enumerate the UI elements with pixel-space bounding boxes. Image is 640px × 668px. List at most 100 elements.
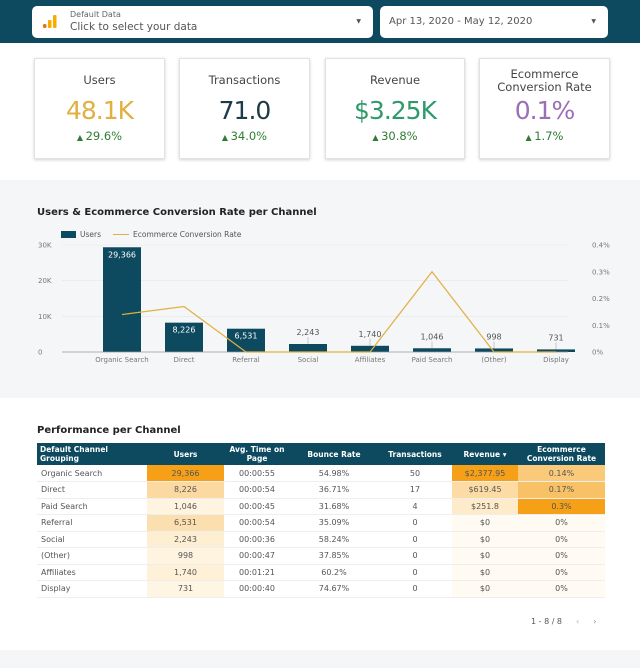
scorecard-revenue: Revenue $3.25K ▲ 30.8% <box>325 58 465 159</box>
conversion-rate-line <box>121 270 556 353</box>
scorecard-ecommerce-conversion-rate: Ecommerce Conversion Rate 0.1% ▲ 1.7% <box>479 58 610 159</box>
table-cell: 731 <box>147 580 224 598</box>
x-tick-label: Display <box>543 356 569 364</box>
bar <box>289 343 327 352</box>
dropdown-caret-icon: ▼ <box>356 18 361 25</box>
column-header[interactable]: Users <box>147 443 224 465</box>
table-row[interactable]: (Other) 998 00:00:47 37.85% 0 $0 0% <box>37 547 605 565</box>
table-cell: $0 <box>452 580 518 598</box>
scorecard-value: 48.1K <box>65 96 134 125</box>
table-cell: 0% <box>518 564 605 581</box>
table-cell: 35.09% <box>290 514 378 532</box>
legend-users-swatch <box>61 231 76 238</box>
table-cell: 36.71% <box>290 481 378 499</box>
x-tick-label: (Other) <box>481 356 507 364</box>
x-tick-label: Referral <box>232 356 260 364</box>
table-cell: Organic Search <box>37 465 147 482</box>
footer-section <box>0 650 640 668</box>
table-cell: 00:00:45 <box>224 498 290 515</box>
table-cell: 74.67% <box>290 580 378 598</box>
x-tick-label: Affiliates <box>355 356 386 364</box>
table-cell: 0% <box>518 547 605 565</box>
table-cell: $0 <box>452 547 518 565</box>
column-header[interactable]: Default Channel Grouping <box>37 443 147 465</box>
date-range-selector[interactable]: Apr 13, 2020 - May 12, 2020 ▼ <box>380 6 608 38</box>
chart-section: Users & Ecommerce Conversion Rate per Ch… <box>0 180 640 398</box>
table-cell: 0% <box>518 531 605 548</box>
scorecard-title: Revenue <box>369 73 421 87</box>
scorecard-delta-value: 30.8% <box>381 129 418 143</box>
column-header[interactable]: Revenue ▾ <box>452 443 518 465</box>
table-cell: $0 <box>452 564 518 581</box>
bar <box>475 348 513 352</box>
column-header[interactable]: Transactions <box>378 443 452 465</box>
bar-data-label: 1,740 <box>359 330 382 339</box>
table-cell: 4 <box>378 498 452 515</box>
table-cell: Referral <box>37 514 147 532</box>
table-cell: 1,740 <box>147 564 224 581</box>
table-cell: 0 <box>378 531 452 548</box>
table-cell: 0 <box>378 547 452 565</box>
scorecard-delta-value: 34.0% <box>230 129 268 143</box>
data-source-label: Default Data <box>70 10 121 19</box>
performance-table: Default Channel Grouping Users Avg. Time o… <box>37 443 605 598</box>
arrow-up-icon: ▲ <box>76 133 86 142</box>
table-row[interactable]: Referral 6,531 00:00:54 35.09% 0 $0 0% <box>37 514 605 532</box>
table-cell: 00:00:54 <box>224 514 290 532</box>
table-cell: 31.68% <box>290 498 378 515</box>
table-row[interactable]: Affiliates 1,740 00:01:21 60.2% 0 $0 0% <box>37 564 605 581</box>
scorecard-delta: ▲ 30.8% <box>326 129 464 143</box>
table-cell: 0.14% <box>518 465 605 482</box>
table-cell: $2,377.95 <box>452 465 518 482</box>
bar-data-label: 6,531 <box>235 332 258 341</box>
table-cell: 00:00:55 <box>224 465 290 482</box>
legend-rate-label: Ecommerce Conversion Rate <box>133 230 242 239</box>
table-cell: 8,226 <box>147 481 224 499</box>
bar-chart-icon <box>43 15 57 28</box>
table-cell: $0 <box>452 531 518 548</box>
chart-title: Users & Ecommerce Conversion Rate per Ch… <box>37 207 317 218</box>
scorecard-value: 0.1% <box>514 96 576 125</box>
y-right-tick: 0.2% <box>592 295 610 303</box>
table-row[interactable]: Display 731 00:00:40 74.67% 0 $0 0% <box>37 580 605 598</box>
table-row[interactable]: Social 2,243 00:00:36 58.24% 0 $0 0% <box>37 531 605 548</box>
table-cell: $251.8 <box>452 498 518 515</box>
y-left-tick: 10K <box>38 313 52 321</box>
scorecard-transactions: Transactions 71.0 ▲ 34.0% <box>179 58 310 159</box>
x-tick-label: Direct <box>174 356 195 364</box>
column-header[interactable]: Bounce Rate <box>290 443 378 465</box>
header-bar: Default Data Click to select your data ▼… <box>0 0 640 43</box>
data-source-selector[interactable]: Default Data Click to select your data ▼ <box>32 6 373 38</box>
table-cell: 29,366 <box>147 465 224 482</box>
bar <box>537 349 575 352</box>
table-cell: 0% <box>518 580 605 598</box>
y-right-tick: 0% <box>592 349 603 357</box>
table-row[interactable]: Organic Search 29,366 00:00:55 54.98% 50 $2,3… <box>37 465 605 482</box>
scorecard-title: Users <box>83 73 116 87</box>
column-header[interactable]: Avg. Time on Page <box>224 443 290 465</box>
table-cell: 2,243 <box>147 531 224 548</box>
table-row[interactable]: Direct 8,226 00:00:54 36.71% 17 $619.45 0.17% <box>37 481 605 499</box>
table-cell: 00:00:54 <box>224 481 290 499</box>
table-cell: $0 <box>452 514 518 532</box>
arrow-up-icon: ▲ <box>525 133 535 142</box>
prev-page-icon[interactable]: ‹ <box>576 617 580 626</box>
y-right-tick: 0.1% <box>592 322 610 330</box>
arrow-up-icon: ▲ <box>221 133 231 142</box>
scorecard-title-line: Ecommerce <box>510 67 579 81</box>
next-page-icon[interactable]: › <box>593 617 597 626</box>
table-cell: 50 <box>378 465 452 482</box>
scorecard-users: Users 48.1K ▲ 29.6% <box>34 58 165 159</box>
arrow-up-icon: ▲ <box>372 133 382 142</box>
column-header[interactable]: Ecommerce Conversion Rate <box>518 443 605 465</box>
table-row[interactable]: Paid Search 1,046 00:00:45 31.68% 4 $251.8 0.3… <box>37 498 605 515</box>
y-right-tick: 0.4% <box>592 242 610 250</box>
scorecard-delta: ▲ 29.6% <box>35 129 164 143</box>
table-cell: 00:00:47 <box>224 547 290 565</box>
y-right-tick: 0.3% <box>592 268 610 276</box>
scorecard-value: 71.0 <box>218 96 272 125</box>
legend-users-label: Users <box>80 230 102 239</box>
x-tick-label: Paid Search <box>412 356 453 364</box>
scorecard-value: $3.25K <box>354 96 437 125</box>
table-cell: 0 <box>378 580 452 598</box>
